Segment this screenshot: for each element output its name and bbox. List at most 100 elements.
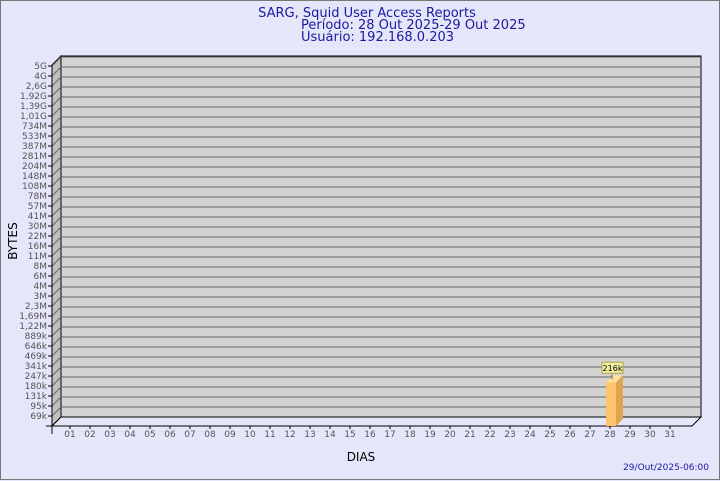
bar-side	[616, 375, 623, 426]
y-tick-label: 30M	[28, 222, 47, 232]
gridline-side	[51, 286, 62, 297]
x-tick-label: 31	[664, 430, 675, 440]
y-tick-label: 148M	[22, 172, 47, 182]
x-tick-label: 19	[424, 430, 436, 440]
x-tick-label: 28	[604, 430, 616, 440]
y-tick-label: 4M	[34, 282, 48, 292]
report-timestamp: 29/Out/2025-06:00	[623, 463, 709, 473]
bar-top	[606, 375, 623, 383]
y-tick-label: 1,92G	[20, 92, 47, 102]
y-tick-label: 1,69M	[19, 312, 47, 322]
y-tick-label: 469k	[25, 352, 48, 362]
gridline-side	[51, 176, 62, 187]
chart-subtitle-user: Usuário: 192.168.0.203	[301, 30, 454, 45]
x-tick-label: 15	[344, 430, 355, 440]
y-tick-label: 22M	[28, 232, 47, 242]
y-tick-label: 2,6G	[26, 82, 47, 92]
y-tick-label: 3M	[34, 292, 48, 302]
y-tick-label: 57M	[28, 202, 47, 212]
gridline-side	[51, 326, 62, 337]
x-tick-label: 09	[224, 430, 236, 440]
x-tick-label: 04	[124, 430, 136, 440]
gridline-side	[51, 366, 62, 377]
y-tick-label: 341k	[25, 362, 48, 372]
y-tick-label: 8M	[34, 262, 48, 272]
gridline-side	[51, 116, 62, 127]
x-tick-label: 08	[204, 430, 216, 440]
y-tick-label: 2,3M	[25, 302, 47, 312]
y-tick-label: 1,22M	[19, 322, 47, 332]
x-tick-label: 05	[144, 430, 155, 440]
x-tick-label: 27	[584, 430, 595, 440]
gridline-side	[51, 206, 62, 217]
gridline-side	[51, 236, 62, 247]
x-tick-label: 22	[484, 430, 495, 440]
x-tick-label: 13	[304, 430, 315, 440]
y-tick-label: 78M	[28, 192, 47, 202]
y-tick-label: 16M	[28, 242, 47, 252]
x-tick-label: 29	[624, 430, 636, 440]
x-axis-label: DIAS	[347, 450, 376, 464]
x-tick-label: 12	[284, 430, 295, 440]
x-tick-label: 26	[564, 430, 576, 440]
x-tick-label: 20	[444, 430, 456, 440]
chart-subtitle-period: Período: 28 Out 2025-29 Out 2025	[301, 18, 526, 33]
gridline-side	[51, 136, 62, 147]
data-label: 216k	[603, 364, 623, 373]
y-tick-label: 180k	[25, 382, 48, 392]
gridline-side	[51, 146, 62, 157]
x-tick-label: 07	[184, 430, 195, 440]
gridline-side	[51, 106, 62, 117]
y-tick-label: 41M	[28, 212, 47, 222]
x-tick-label: 16	[364, 430, 376, 440]
y-tick-label: 5G	[34, 62, 47, 72]
x-tick-label: 10	[244, 430, 256, 440]
gridline-side	[51, 266, 62, 277]
gridline-side	[51, 246, 62, 257]
y-tick-label: 889k	[25, 332, 48, 342]
y-tick-label: 95k	[30, 402, 47, 412]
gridline-side	[51, 76, 62, 87]
gridline-side	[51, 386, 62, 397]
y-tick-label: 108M	[22, 182, 47, 192]
data-label-box	[601, 361, 624, 374]
x-tick-label: 30	[644, 430, 656, 440]
gridline-side	[51, 336, 62, 347]
gridline-side	[51, 166, 62, 177]
y-tick-label: 247k	[25, 372, 48, 382]
gridline-side	[51, 316, 62, 327]
y-tick-label: 533M	[22, 132, 47, 142]
gridline-side	[51, 356, 62, 367]
y-tick-label: 69k	[30, 412, 47, 422]
gridline-side	[51, 196, 62, 207]
y-tick-label: 281M	[22, 152, 47, 162]
gridline-side	[51, 256, 62, 267]
gridline-side	[51, 406, 62, 417]
x-tick-label: 14	[324, 430, 336, 440]
gridline-side	[51, 96, 62, 107]
y-tick-label: 734M	[22, 122, 47, 132]
bar-front	[606, 382, 616, 426]
y-tick-label: 387M	[22, 142, 47, 152]
gridline-side	[51, 66, 62, 77]
y-tick-label: 4G	[34, 72, 47, 82]
gridline-side	[51, 306, 62, 317]
x-tick-label: 23	[504, 430, 515, 440]
gridline-side	[51, 276, 62, 287]
gridline-side	[51, 216, 62, 227]
x-tick-label: 21	[464, 430, 475, 440]
x-tick-label: 11	[264, 430, 275, 440]
x-tick-label: 25	[544, 430, 555, 440]
gridline-side	[51, 56, 62, 67]
y-tick-label: 1,01G	[20, 112, 47, 122]
y-tick-label: 131k	[25, 392, 48, 402]
gridline-side	[51, 186, 62, 197]
y-tick-label: 11M	[28, 252, 47, 262]
x-tick-label: 18	[404, 430, 416, 440]
gridline-side	[51, 126, 62, 137]
chart-title: SARG, Squid User Access Reports	[258, 6, 476, 21]
y-tick-label: 1,39G	[20, 102, 47, 112]
x-tick-label: 17	[384, 430, 395, 440]
